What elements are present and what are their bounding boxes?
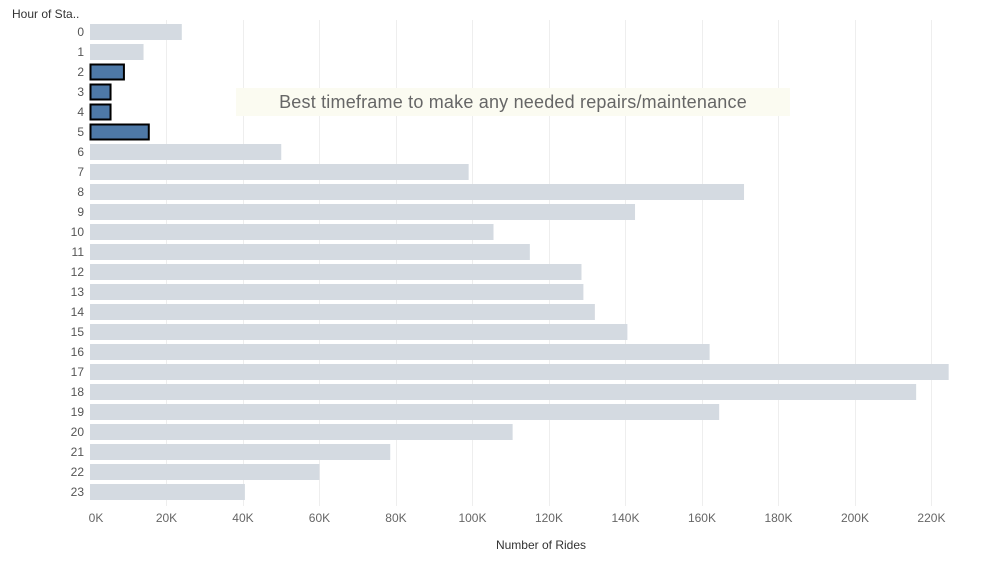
bar xyxy=(89,63,125,81)
y-tick-label: 2 xyxy=(77,65,84,79)
y-tick-label: 6 xyxy=(77,145,84,159)
y-tick-label: 1 xyxy=(77,45,84,59)
chart-annotation: Best timeframe to make any needed repair… xyxy=(236,88,790,116)
y-tick-label: 12 xyxy=(71,265,85,279)
y-tick-label: 13 xyxy=(71,285,85,299)
bar xyxy=(90,184,745,200)
bar xyxy=(89,123,150,141)
bar xyxy=(90,364,949,380)
bar xyxy=(90,244,530,260)
y-tick-label: 0 xyxy=(77,25,84,39)
bar xyxy=(90,384,917,400)
y-tick-label: 3 xyxy=(77,85,84,99)
y-tick-label: 8 xyxy=(77,185,84,199)
bar xyxy=(90,484,245,500)
bar xyxy=(90,404,720,420)
x-tick-label: 160K xyxy=(688,511,716,525)
y-tick-label: 17 xyxy=(71,365,85,379)
y-tick-label: 21 xyxy=(71,445,85,459)
y-tick-label: 20 xyxy=(71,425,85,439)
y-tick-label: 7 xyxy=(77,165,84,179)
bar xyxy=(89,83,112,101)
bar xyxy=(90,44,144,60)
y-tick-label: 14 xyxy=(71,305,85,319)
x-tick-label: 220K xyxy=(917,511,945,525)
x-tick-label: 60K xyxy=(309,511,330,525)
x-tick-label: 40K xyxy=(232,511,253,525)
bar xyxy=(90,224,494,240)
y-tick-label: 5 xyxy=(77,125,84,139)
x-tick-label: 200K xyxy=(841,511,869,525)
bar xyxy=(90,264,582,280)
y-tick-label: 10 xyxy=(71,225,85,239)
bar xyxy=(90,164,469,180)
y-tick-label: 19 xyxy=(71,405,85,419)
bar xyxy=(90,24,182,40)
x-tick-label: 80K xyxy=(385,511,406,525)
bar xyxy=(89,103,112,121)
x-tick-label: 100K xyxy=(458,511,486,525)
y-tick-label: 23 xyxy=(71,485,85,499)
bar xyxy=(90,444,391,460)
y-tick-label: 4 xyxy=(77,105,84,119)
y-tick-label: 22 xyxy=(71,465,85,479)
y-tick-label: 16 xyxy=(71,345,85,359)
x-tick-label: 120K xyxy=(535,511,563,525)
x-axis-title: Number of Rides xyxy=(495,538,587,552)
y-tick-label: 18 xyxy=(71,385,85,399)
y-tick-label: 9 xyxy=(77,205,84,219)
y-tick-label: 15 xyxy=(71,325,85,339)
bar xyxy=(90,424,513,440)
x-tick-label: 180K xyxy=(764,511,792,525)
y-axis-title: Hour of Sta.. xyxy=(12,7,80,21)
bar xyxy=(90,324,628,340)
y-tick-label: 11 xyxy=(72,245,85,259)
x-tick-label: 20K xyxy=(156,511,177,525)
bar xyxy=(90,204,636,220)
bar xyxy=(90,464,320,480)
x-tick-label: 0K xyxy=(89,511,104,525)
bar xyxy=(90,284,584,300)
bar xyxy=(90,144,282,160)
bar xyxy=(90,344,710,360)
bar xyxy=(90,304,595,320)
x-tick-label: 140K xyxy=(611,511,639,525)
